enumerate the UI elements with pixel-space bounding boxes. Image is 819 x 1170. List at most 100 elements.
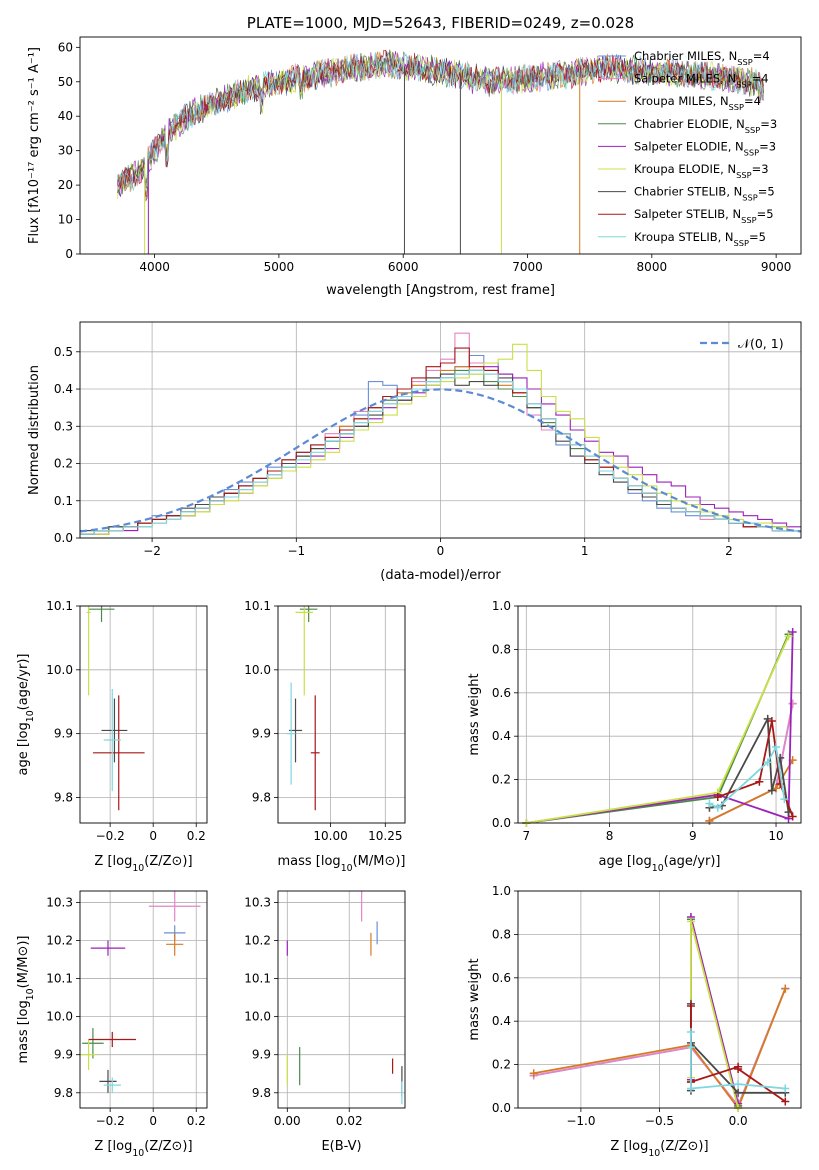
mass_vs_EBV-ytick-label: 10.0 — [244, 1010, 271, 1024]
mass_vs_Z-frame — [79, 890, 208, 1109]
age_vs_mass-xlabel-tail: (M/M⊙)] — [353, 854, 406, 869]
age_vs_mass-ytick-label: 10.1 — [244, 599, 271, 613]
spectrum-legend-label-sub: SSP — [736, 80, 751, 90]
age_vs_Z-xlabel: Z [log10(Z/Z⊙)] — [94, 854, 192, 874]
age_vs_mass-xtick-label: 10.00 — [313, 829, 347, 843]
spectrum-xtick-label: 7000 — [512, 260, 543, 274]
age_vs_Z-xlabel-tail: (Z/Z⊙)] — [144, 854, 192, 869]
weight_vs_age-marker — [788, 628, 797, 637]
mass_vs_EBV-xtick-label: 0.02 — [336, 1114, 363, 1128]
spectrum-legend-label-tail: =3 — [759, 139, 776, 153]
weight_vs_Z-series-line — [533, 988, 787, 1110]
mass_vs_Z-ytick-label: 10.3 — [46, 895, 73, 909]
weight_vs_Z-marker — [734, 1088, 743, 1097]
weight_vs_age-series-line — [526, 633, 790, 824]
residuals-legend-label: 𝒩(0, 1) — [738, 336, 784, 351]
spectrum-legend-label: Kroupa MILES, NSSP=4 — [634, 94, 761, 112]
age_vs_Z-ytick-label: 9.9 — [54, 727, 73, 741]
spectrum-legend-label: Chabrier ELODIE, NSSP=3 — [634, 117, 777, 135]
weight_vs_Z-marker — [734, 1064, 743, 1073]
spectrum-ytick-label: 0 — [65, 247, 73, 261]
spectrum-ytick-label: 50 — [58, 75, 73, 89]
weight_vs_age-marker — [713, 792, 722, 801]
mass-vs-metallicity-panel: −0.2 0 0.29.89.910.010.110.210.3Z [log10(Z… — [16, 890, 208, 1159]
spectrum-legend-label-sub: SSP — [736, 170, 751, 180]
spectrum-legend-label-sub: SSP — [729, 102, 744, 112]
age_vs_Z-xtick-label: 0.2 — [187, 829, 206, 843]
age_vs_Z-xtick-label: 0 — [149, 829, 157, 843]
weight_vs_Z-ytick-label: 0.2 — [492, 1058, 511, 1072]
weight_vs_age-xtick-label: 9 — [689, 829, 697, 843]
residuals-ytick-label: 0.5 — [54, 345, 73, 359]
spectrum-legend-label: Kroupa ELODIE, NSSP=3 — [634, 162, 769, 180]
weight_vs_age-series-line — [526, 631, 794, 824]
spectrum-legend-label: Salpeter ELODIE, NSSP=3 — [634, 139, 776, 157]
weight_vs_age-xtick-label: 10 — [768, 829, 783, 843]
weight_vs_age-ylabel: mass weight — [467, 673, 482, 755]
weight_vs_Z-ytick-label: 0.4 — [492, 1014, 511, 1028]
weight_vs_Z-xlabel: Z [log10(Z/Z⊙)] — [610, 1139, 708, 1159]
residuals-xlabel: (data-model)/error — [380, 568, 501, 583]
weight_vs_age-marker — [772, 743, 781, 752]
weight_vs_age-ytick-label: 0.2 — [492, 773, 511, 787]
weight_vs_age-marker — [767, 786, 776, 795]
spectrum-ytick-label: 60 — [58, 40, 73, 54]
mass_vs_EBV-xlabel: E(B-V) — [321, 1139, 361, 1154]
residuals-xtick-label: 2 — [725, 544, 733, 558]
spectrum-legend-label-sub: SSP — [745, 125, 760, 135]
spectrum-legend-label: Salpeter STELIB, NSSP=5 — [634, 207, 774, 225]
weight_vs_Z-xtick-label: −0.5 — [645, 1114, 674, 1128]
residuals-histogram — [80, 369, 801, 535]
age_vs_Z-xlabel-sub: 10 — [132, 863, 144, 874]
spectrum-legend-label-tail: =5 — [758, 185, 775, 199]
spectrum-legend-label-main: Kroupa MILES, N — [634, 94, 729, 108]
age_vs_mass-ytick-label: 10.0 — [244, 663, 271, 677]
spectrum-ylabel: Flux [fλ10⁻¹⁷ erg cm⁻² s⁻¹ A⁻¹] — [27, 47, 42, 244]
weight_vs_age-ytick-label: 0.4 — [492, 729, 511, 743]
weight_vs_Z-xlabel-main: Z [log — [610, 1139, 648, 1154]
weight_vs_age-series-line — [708, 744, 786, 809]
weight_vs_Z-marker — [781, 984, 790, 993]
spectrum-frame — [79, 36, 802, 255]
spectrum-legend-label-tail: =4 — [752, 72, 769, 86]
spectrum-xtick-label: 4000 — [139, 260, 170, 274]
weight_vs_age-marker — [780, 795, 789, 804]
age_vs_Z-ytick-label: 10.1 — [46, 599, 73, 613]
mass_vs_EBV-ytick-label: 10.1 — [244, 972, 271, 986]
spectrum-series-line — [117, 49, 764, 196]
mass_vs_EBV-ytick-label: 10.2 — [244, 933, 271, 947]
weight_vs_Z-marker — [686, 1084, 695, 1093]
spectrum-xtick-label: 8000 — [637, 260, 668, 274]
weight_vs_age-xlabel-main: age [log — [599, 854, 652, 869]
weight_vs_age-marker — [788, 812, 797, 821]
mass_vs_Z-ytick-label: 10.0 — [46, 1010, 73, 1024]
weight_vs_age-xlabel-tail: (age/yr)] — [664, 854, 721, 869]
age-vs-metallicity-panel: −0.2 0 0.29.89.910.010.1Z [log10(Z/Z⊙)]age… — [16, 599, 208, 874]
spectrum-xtick-label: 6000 — [388, 260, 419, 274]
mass_vs_Z-ylabel-tail: (M/M⊙)] — [16, 935, 31, 988]
spectrum-legend-label: Salpeter MILES, NSSP=4 — [634, 72, 769, 90]
weight_vs_age-marker — [713, 803, 722, 812]
spectrum-ytick-label: 30 — [58, 144, 73, 158]
weight_vs_Z-xlabel-sub: 10 — [648, 1148, 660, 1159]
mass_vs_EBV-ytick-label: 9.8 — [252, 1086, 271, 1100]
mass_vs_Z-xlabel-tail: (Z/Z⊙)] — [144, 1139, 192, 1154]
weight_vs_Z-marker — [781, 1097, 790, 1106]
spectrum-legend-label-main: Salpeter STELIB, N — [634, 207, 741, 221]
mass_vs_Z-xlabel-sub: 10 — [132, 1148, 144, 1159]
spectrum-xtick-label: 5000 — [264, 260, 295, 274]
age_vs_Z-ylabel-sub: 10 — [25, 710, 36, 722]
residuals-ytick-label: 0.1 — [54, 494, 73, 508]
weight_vs_age-ytick-label: 0.0 — [492, 816, 511, 830]
weight_vs_age-xtick-label: 8 — [606, 829, 614, 843]
mass_vs_Z-ytick-label: 10.2 — [46, 933, 73, 947]
residuals-ytick-label: 0.2 — [54, 457, 73, 471]
weight_vs_age-series-line — [526, 636, 790, 824]
residuals-xtick-label: −2 — [143, 544, 161, 558]
spectrum-legend-label-tail: =3 — [752, 162, 769, 176]
spectrum-xtick-label: 9000 — [761, 260, 792, 274]
mass_vs_EBV-ytick-label: 10.3 — [244, 895, 271, 909]
weight_vs_age-series-line — [709, 715, 790, 813]
mass_vs_Z-xlabel: Z [log10(Z/Z⊙)] — [94, 1139, 192, 1159]
